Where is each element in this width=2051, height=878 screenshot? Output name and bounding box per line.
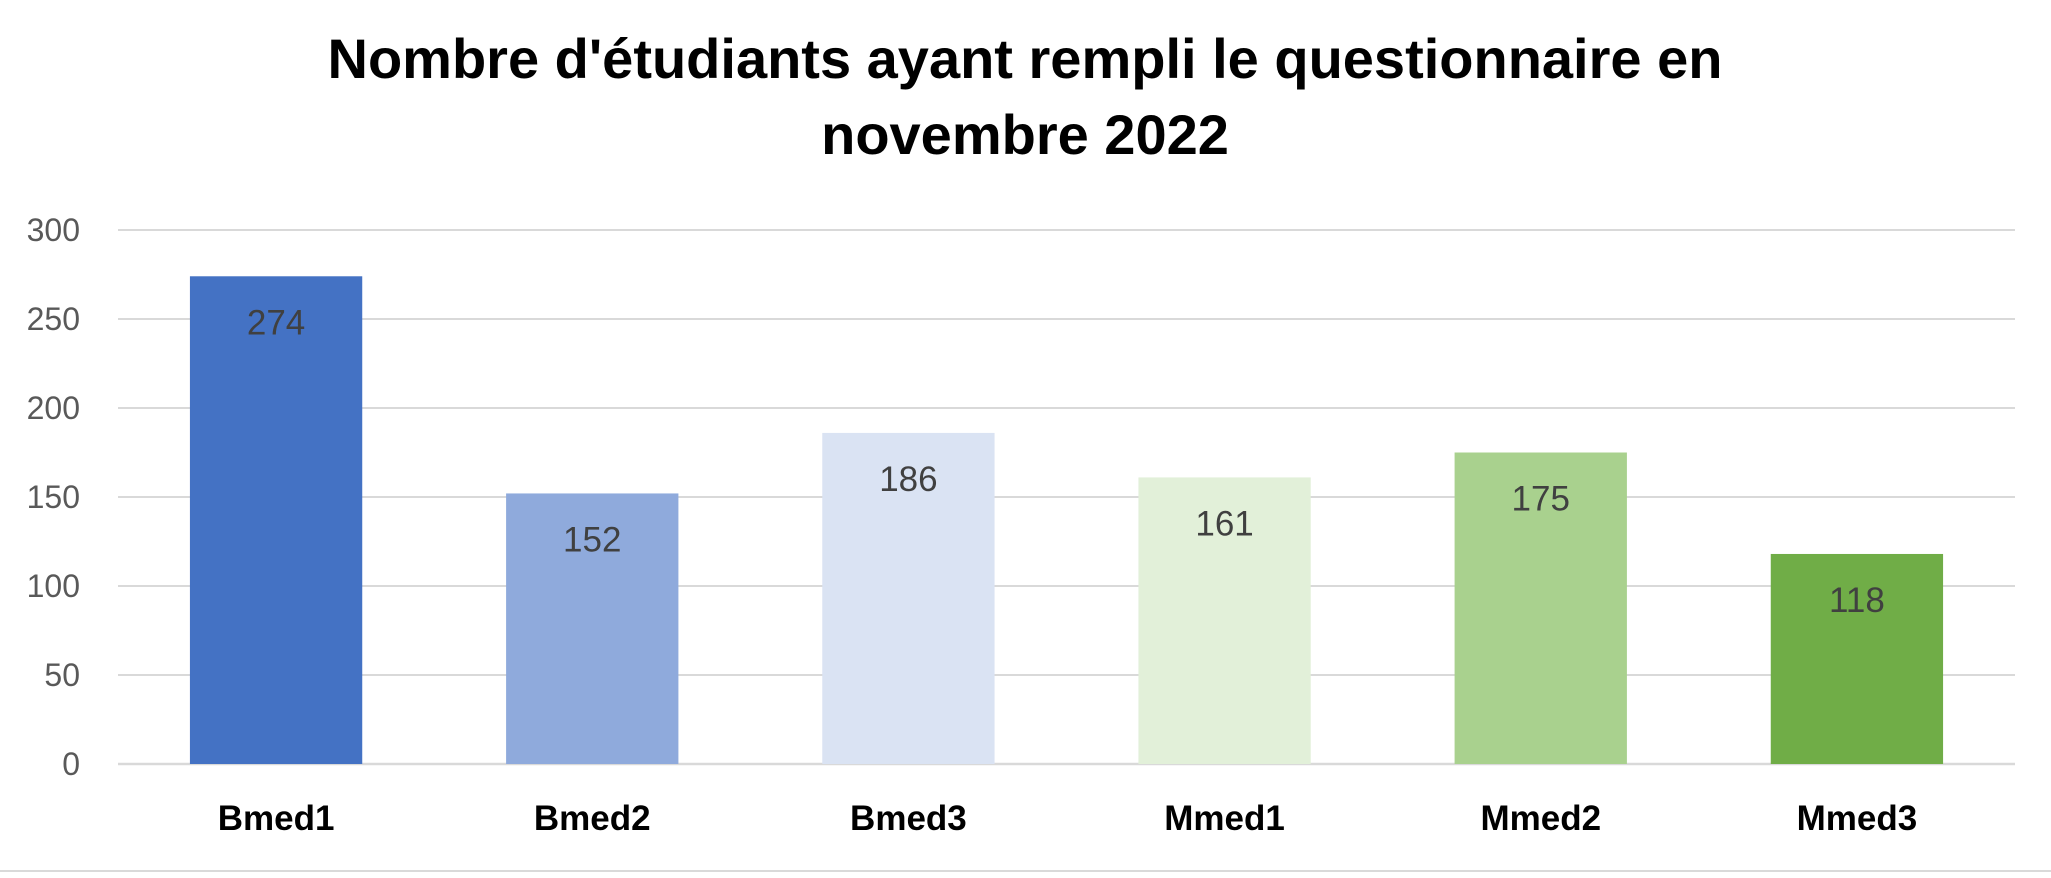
bar-mmed2 xyxy=(1454,452,1627,764)
x-tick-label: Mmed3 xyxy=(1797,799,1918,838)
y-tick-label: 100 xyxy=(27,568,80,604)
x-tick-label: Bmed3 xyxy=(850,799,967,838)
y-axis-ticks: 0 50 100 150 200 250 300 xyxy=(27,212,80,782)
data-label: 175 xyxy=(1512,480,1570,519)
y-tick-label: 0 xyxy=(62,746,80,782)
data-label: 274 xyxy=(247,303,305,342)
chart-title-line-2: novembre 2022 xyxy=(821,103,1229,166)
x-tick-label: Mmed1 xyxy=(1164,799,1285,838)
bar-mmed1 xyxy=(1138,477,1311,764)
data-label: 152 xyxy=(563,520,621,559)
bars xyxy=(189,276,1944,764)
y-tick-label: 150 xyxy=(27,479,80,515)
chart-title-line-1: Nombre d'étudiants ayant rempli le quest… xyxy=(328,27,1723,90)
data-label: 186 xyxy=(879,460,937,499)
x-axis-ticks: Bmed1 Bmed2 Bmed3 Mmed1 Mmed2 Mmed3 xyxy=(218,799,1917,838)
x-tick-label: Bmed2 xyxy=(534,799,651,838)
x-tick-label: Mmed2 xyxy=(1480,799,1601,838)
bar-bmed1 xyxy=(189,276,363,764)
y-tick-label: 250 xyxy=(27,301,80,337)
bar-bmed2 xyxy=(506,493,679,764)
bar-bmed3 xyxy=(822,432,995,764)
y-tick-label: 200 xyxy=(27,390,80,426)
x-tick-label: Bmed1 xyxy=(218,799,335,838)
gridlines xyxy=(118,229,2015,766)
data-label: 118 xyxy=(1829,581,1885,620)
bar-mmed3 xyxy=(1770,553,1944,764)
data-labels: 274 152 186 161 175 118 xyxy=(247,303,1885,620)
y-tick-label: 50 xyxy=(44,657,80,693)
y-tick-label: 300 xyxy=(27,212,80,248)
data-label: 161 xyxy=(1195,504,1253,543)
